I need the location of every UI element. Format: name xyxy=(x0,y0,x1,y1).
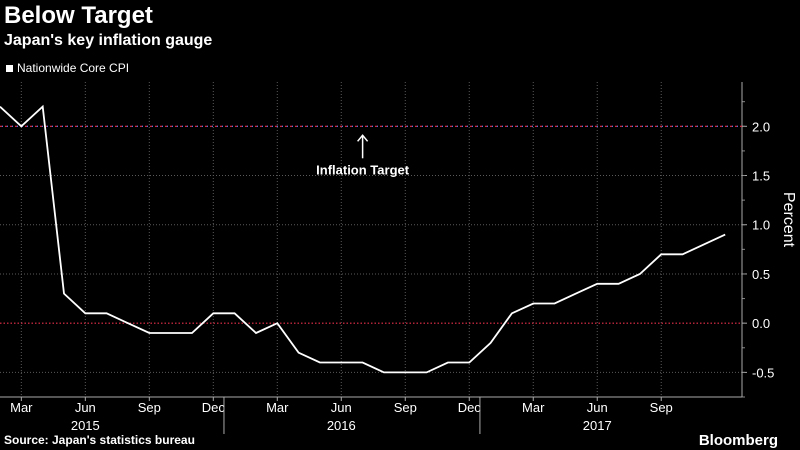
legend: Nationwide Core CPI xyxy=(6,61,129,75)
x-tick-label: Sep xyxy=(650,400,673,415)
series-line-core-cpi xyxy=(0,104,726,374)
legend-swatch xyxy=(6,64,13,72)
series xyxy=(0,104,726,374)
x-tick-label: Sep xyxy=(138,400,161,415)
annotations: Inflation Target xyxy=(316,134,410,177)
y-tick-label: -0.5 xyxy=(752,365,774,380)
annotation-arrow-head xyxy=(357,134,369,142)
year-label: 2015 xyxy=(71,418,100,433)
legend-label: Nationwide Core CPI xyxy=(17,61,130,75)
y-tick-label: 0.0 xyxy=(752,316,770,331)
grid xyxy=(0,82,742,397)
x-tick-label: Sep xyxy=(394,400,417,415)
annotation-label: Inflation Target xyxy=(316,162,410,177)
x-tick-label: Jun xyxy=(331,400,352,415)
x-tick-label: Dec xyxy=(202,400,226,415)
year-label: 2016 xyxy=(327,418,356,433)
chart-title: Below Target xyxy=(4,2,153,29)
y-axis-label: Percent xyxy=(780,192,797,248)
x-tick-label: Jun xyxy=(75,400,96,415)
x-tick-label: Jun xyxy=(587,400,608,415)
year-label: 2017 xyxy=(583,418,612,433)
bloomberg-logo: Bloomberg xyxy=(698,432,778,449)
x-tick-label: Mar xyxy=(522,400,545,415)
y-tick-label: 0.5 xyxy=(752,267,770,282)
chart-subtitle: Japan's key inflation gauge xyxy=(4,32,213,49)
axes: -0.5 0.0 0.5 1.0 1.5 2.0 Percent Mar Jun Sep Dec Ma… xyxy=(0,82,797,434)
y-tick-label: 1.0 xyxy=(752,218,770,233)
x-tick-label: Dec xyxy=(458,400,482,415)
x-tick-label: Mar xyxy=(10,400,33,415)
y-tick-label: 1.5 xyxy=(752,169,770,184)
x-tick-label: Mar xyxy=(266,400,289,415)
source-note: Source: Japan's statistics bureau xyxy=(4,433,195,447)
y-tick-label: 2.0 xyxy=(752,119,770,134)
reference-lines xyxy=(0,125,742,324)
